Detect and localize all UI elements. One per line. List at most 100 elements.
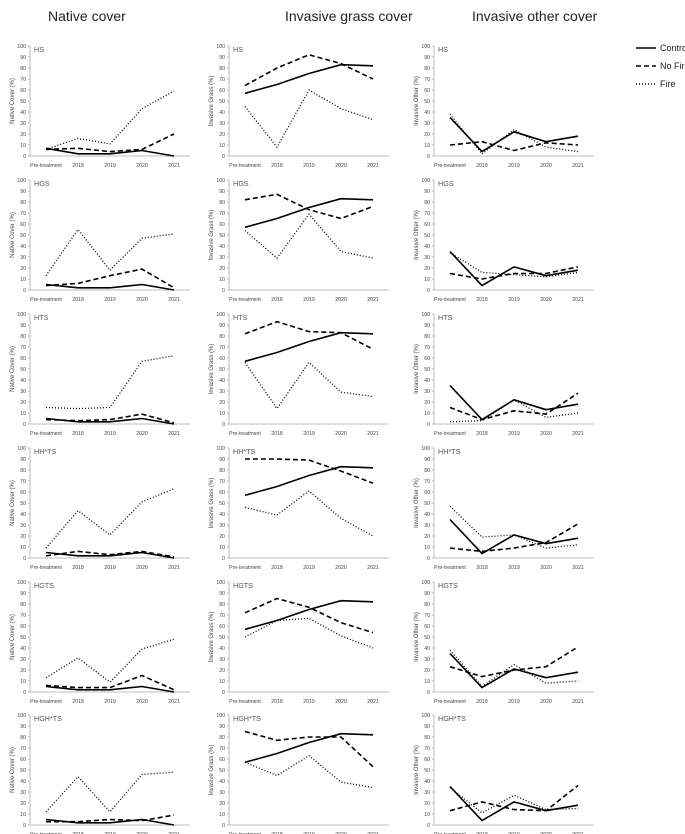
y-tick-label: 50 [20, 635, 26, 641]
y-tick-label: 40 [20, 378, 26, 384]
y-axis-label: Invasive Grass (%) [209, 344, 215, 395]
y-tick-label: 0 [23, 556, 26, 562]
y-tick-label: 20 [20, 132, 26, 138]
series-line-control [449, 250, 579, 287]
y-tick-label: 60 [20, 490, 26, 496]
y-tick-label: 40 [424, 110, 430, 116]
y-tick-label: 40 [424, 779, 430, 785]
y-tick-label: 20 [219, 400, 225, 406]
x-tick-label: 2021 [572, 163, 584, 169]
panel-label: HTS [34, 313, 49, 322]
y-tick-label: 50 [219, 635, 225, 641]
y-tick-label: 0 [427, 823, 430, 829]
panel-hh-ts-invasive-other-cover: 0 10 20 30 40 50 60 70 80 90 100 Pre-treatment 2018 2… [414, 446, 594, 571]
y-tick-label: 30 [219, 255, 225, 261]
x-tick-label: 2018 [72, 699, 84, 705]
series-line-fire [45, 90, 175, 151]
y-tick-label: 90 [20, 323, 26, 329]
y-tick-label: 60 [219, 222, 225, 228]
panel-label: HGTS [34, 581, 54, 590]
y-tick-label: 20 [20, 668, 26, 674]
series-line-control [449, 384, 579, 421]
series-line-fire [45, 488, 175, 549]
y-tick-label: 40 [20, 779, 26, 785]
y-tick-label: 70 [20, 77, 26, 83]
y-tick-label: 10 [219, 411, 225, 417]
x-tick-label: 2019 [303, 832, 315, 834]
x-tick-label: 2019 [303, 431, 315, 437]
panel-label: HGTS [233, 581, 253, 590]
x-tick-label: 2020 [335, 699, 347, 705]
y-tick-label: 80 [424, 468, 430, 474]
y-tick-label: 50 [20, 367, 26, 373]
series-line-fire [244, 617, 374, 649]
y-tick-label: 30 [424, 657, 430, 663]
y-tick-label: 100 [216, 446, 225, 452]
x-tick-label: 2018 [476, 431, 488, 437]
panel-hh-ts-native-cover: 0 10 20 30 40 50 60 70 80 90 100 Pre-treatment 2018 2… [10, 446, 190, 571]
y-tick-label: 90 [219, 189, 225, 195]
y-tick-label: 50 [219, 233, 225, 239]
y-tick-label: 50 [424, 233, 430, 239]
panel-label: HGS [233, 179, 249, 188]
y-tick-label: 10 [20, 812, 26, 818]
legend-label-no-fire: No Fire [660, 61, 685, 71]
y-tick-label: 70 [424, 211, 430, 217]
y-tick-label: 50 [20, 233, 26, 239]
y-tick-label: 90 [219, 55, 225, 61]
x-tick-label: Pre-treatment [229, 297, 261, 303]
series-line-control [449, 116, 579, 153]
panel-hts-invasive-grass-cover: 0 10 20 30 40 50 60 70 80 90 100 Pre-treatment 2018 2… [209, 312, 389, 437]
y-tick-label: 70 [219, 345, 225, 351]
y-tick-label: 100 [17, 713, 26, 719]
y-axis-label: Invasive Other (%) [414, 210, 420, 260]
y-tick-label: 40 [219, 779, 225, 785]
x-tick-label: 2018 [271, 163, 283, 169]
x-tick-label: 2021 [168, 163, 180, 169]
x-tick-label: 2018 [271, 565, 283, 571]
y-tick-label: 100 [421, 713, 430, 719]
y-tick-label: 20 [424, 132, 430, 138]
y-tick-label: 0 [23, 288, 26, 294]
y-tick-label: 50 [219, 367, 225, 373]
x-tick-label: 2020 [136, 163, 148, 169]
y-tick-label: 80 [219, 602, 225, 608]
y-tick-label: 100 [216, 713, 225, 719]
x-tick-label: 2021 [572, 565, 584, 571]
panel-label: HTS [438, 313, 453, 322]
y-tick-label: 70 [424, 77, 430, 83]
y-axis-label: Invasive Grass (%) [209, 76, 215, 127]
series-line-fire [45, 355, 175, 410]
panel-hgh-ts-invasive-grass-cover: 0 10 20 30 40 50 60 70 80 90 100 Pre-treatment 2018 2… [209, 713, 389, 834]
series-line-fire [449, 787, 579, 814]
y-tick-label: 0 [427, 556, 430, 562]
series-line-control [244, 63, 374, 95]
x-tick-label: 2021 [367, 699, 379, 705]
x-tick-label: Pre-treatment [229, 163, 261, 169]
y-tick-label: 80 [20, 66, 26, 72]
y-tick-label: 40 [219, 646, 225, 652]
y-tick-label: 30 [424, 389, 430, 395]
y-tick-label: 40 [219, 512, 225, 518]
x-tick-label: 2020 [136, 431, 148, 437]
x-tick-label: 2019 [104, 297, 116, 303]
panel-label: HS [233, 45, 243, 54]
y-tick-label: 10 [219, 679, 225, 685]
y-tick-label: 30 [20, 523, 26, 529]
x-tick-label: 2020 [136, 565, 148, 571]
series-line-fire [449, 113, 579, 155]
x-tick-label: 2019 [303, 565, 315, 571]
y-tick-label: 0 [427, 422, 430, 428]
panel-hts-invasive-other-cover: 0 10 20 30 40 50 60 70 80 90 100 Pre-treatment 2018 2… [414, 312, 594, 437]
y-axis-label: Invasive Other (%) [414, 745, 420, 795]
x-tick-label: Pre-treatment [30, 431, 62, 437]
x-tick-label: Pre-treatment [229, 431, 261, 437]
panel-hgs-native-cover: 0 10 20 30 40 50 60 70 80 90 100 Pre-treatment 2018 2… [10, 178, 190, 303]
y-tick-label: 60 [219, 88, 225, 94]
y-tick-label: 0 [23, 823, 26, 829]
y-tick-label: 20 [219, 266, 225, 272]
x-tick-label: 2018 [72, 297, 84, 303]
panel-hts-native-cover: 0 10 20 30 40 50 60 70 80 90 100 Pre-treatment 2018 2… [10, 312, 190, 437]
x-tick-label: Pre-treatment [229, 565, 261, 571]
